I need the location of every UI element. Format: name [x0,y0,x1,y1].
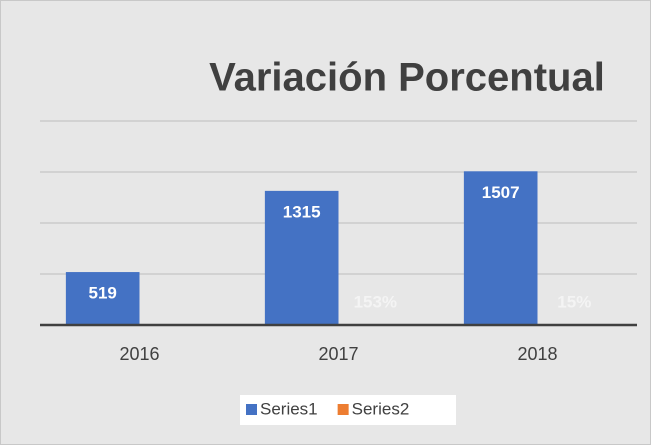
legend-swatch [246,404,257,415]
data-label: 1507 [482,183,520,202]
bar [463,171,538,325]
data-label: 519 [88,284,116,303]
legend-label: Series1 [260,399,318,418]
bar [264,190,339,325]
chart-title: Variación Porcentual [209,56,605,100]
x-tick-label: 2016 [119,344,159,364]
x-tick-label: 2018 [517,344,557,364]
data-label: 1315 [283,202,321,221]
bar [65,272,140,325]
x-tick-label: 2017 [318,344,358,364]
data-label: 153% [354,292,397,311]
legend-label: Series2 [352,399,410,418]
legend-swatch [337,404,349,415]
data-label: 15% [557,292,591,311]
